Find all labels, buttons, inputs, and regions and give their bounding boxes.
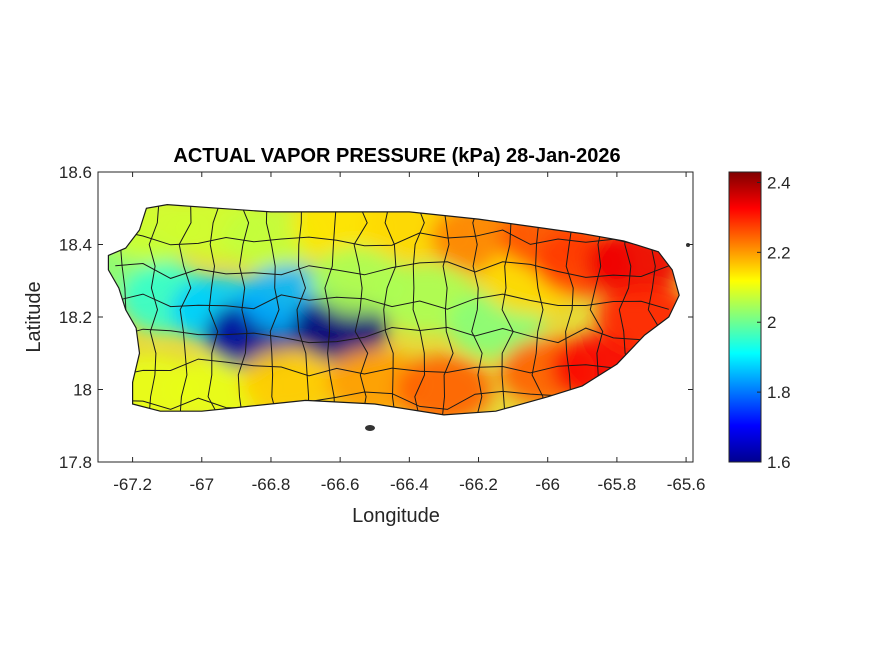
y-tick-label: 18 [73,381,92,400]
y-tick-label: 17.8 [59,453,92,472]
y-tick-label: 18.4 [59,236,92,255]
municipal-boundary [441,204,454,415]
colorbar [728,171,762,463]
municipal-boundary [207,204,222,415]
colorbar-tick-label: 2.4 [767,173,791,192]
municipal-boundary [353,204,369,415]
x-tick-label: -66.6 [321,475,360,494]
municipal-boundary [148,204,160,415]
x-tick-label: -65.8 [598,475,637,494]
municipal-boundary [324,204,337,415]
colorbar-tick-label: 1.6 [767,453,791,472]
municipal-boundary [383,204,397,415]
x-tick-label: -67.2 [113,475,152,494]
y-axis-ticks: 17.8 18 18.2 18.4 18.6 [59,163,693,472]
island-vieques-icon [365,425,375,431]
x-tick-label: -67 [189,475,214,494]
field-sample-10 [240,348,337,415]
municipal-boundary [115,293,669,310]
municipal-boundary [178,204,192,415]
municipal-boundary [265,204,280,415]
municipal-boundary [471,204,483,415]
colorbar-tick-label: 1.8 [767,383,791,402]
municipal-boundaries [115,204,669,415]
municipal-boundary [237,204,250,415]
municipal-boundary [115,261,669,279]
municipal-boundary [565,204,574,415]
y-tick-label: 18.2 [59,308,92,327]
x-axis-ticks: -67.2 -67 -66.8 -66.6 -66.4 -66.2 -66 -65.8 -65.… [113,172,705,494]
island-outline [107,203,680,416]
colorbar-ticks: 1.6 1.8 2 2.2 2.4 [757,173,791,472]
colorbar-tick-label: 2.2 [767,243,791,262]
x-tick-label: -65.6 [667,475,706,494]
x-tick-label: -66 [535,475,560,494]
municipal-boundary [115,358,669,378]
x-tick-label: -66.8 [252,475,291,494]
chart-title: ACTUAL VAPOR PRESSURE (kPa) 28-Jan-2026 [173,145,620,167]
x-tick-label: -66.2 [459,475,498,494]
x-tick-label: -66.4 [390,475,429,494]
y-tick-label: 18.6 [59,163,92,182]
municipal-boundary [412,204,426,415]
municipal-boundary [115,326,669,344]
y-axis-label: Latitude [23,281,45,352]
municipal-boundary [115,229,669,247]
municipal-boundary [501,204,515,415]
x-axis-label: Longitude [352,505,440,527]
municipal-boundary [530,204,544,415]
colorbar-tick-label: 2 [767,313,776,332]
